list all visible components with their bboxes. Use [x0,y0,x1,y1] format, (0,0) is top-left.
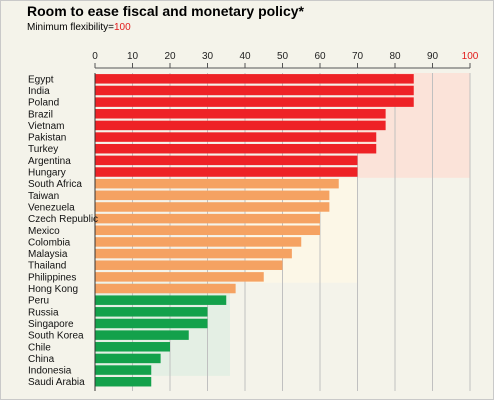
tick-label-20: 20 [164,51,176,62]
category-label-colombia: Colombia [28,237,71,248]
bar-hungary [95,167,358,177]
bar-singapore [95,318,208,329]
bar-peru [95,295,227,305]
category-label-mexico: Mexico [28,226,60,237]
bar-hong-kong [95,283,236,294]
bar-indonesia [95,365,152,375]
category-label-thailand: Thailand [28,261,66,272]
bar-mexico [95,225,320,236]
category-label-indonesia: Indonesia [28,366,72,377]
bar-chart: 0 10 20 30 40 50 60 70 80 90 100 EgyptIndiaPolandBr… [28,51,479,391]
category-label-poland: Poland [28,98,59,109]
bar-egypt [95,74,414,84]
bar-venezuela [95,202,330,212]
tick-label-10: 10 [127,51,139,62]
bar-taiwan [95,190,330,201]
bar-czech-republic [95,213,320,224]
category-label-brazil: Brazil [28,109,53,120]
bar-chile [95,342,170,352]
category-label-hong-kong: Hong Kong [28,284,78,295]
chart-frame: Room to ease fiscal and monetary policy*… [0,0,494,400]
bar-philippines [95,272,264,282]
category-label-russia: Russia [28,307,59,318]
bar-poland [95,97,414,107]
tick-label-70: 70 [352,51,364,62]
bar-brazil [95,109,386,119]
category-label-chile: Chile [28,342,51,353]
bar-south-africa [95,178,339,189]
bar-vietnam [95,120,386,131]
category-label-czech-republic: Czech Republic [28,214,98,225]
tick-label-40: 40 [239,51,251,62]
category-label-argentina: Argentina [28,156,71,167]
category-label-china: China [28,354,55,365]
bar-pakistan [95,132,377,142]
bar-thailand [95,260,283,270]
tick-label-60: 60 [314,51,326,62]
category-label-turkey: Turkey [28,144,58,155]
category-label-india: India [28,86,50,97]
bar-malaysia [95,248,292,259]
tick-label-30: 30 [202,51,214,62]
bar-colombia [95,237,302,247]
bar-russia [95,307,208,317]
bar-argentina [95,155,358,166]
subtitle-label: Minimum flexibility= [27,22,114,33]
bar-india [95,85,414,96]
category-label-saudi-arabia: Saudi Arabia [28,377,85,388]
category-label-hungary: Hungary [28,168,66,179]
tick-label-100: 100 [462,51,479,62]
tick-label-0: 0 [92,51,98,62]
category-label-egypt: Egypt [28,74,54,85]
bar-saudi-arabia [95,376,152,387]
category-label-malaysia: Malaysia [28,249,68,260]
category-label-south-korea: South Korea [28,331,84,342]
category-label-vietnam: Vietnam [28,121,65,132]
category-label-peru: Peru [28,296,49,307]
chart-title: Room to ease fiscal and monetary policy* [27,3,304,19]
bar-turkey [95,143,377,154]
category-label-pakistan: Pakistan [28,133,66,144]
category-label-south-africa: South Africa [28,179,82,190]
tick-label-90: 90 [427,51,439,62]
subtitle-value: 100 [113,22,131,33]
tick-label-50: 50 [277,51,289,62]
bar-china [95,353,161,364]
category-label-singapore: Singapore [28,319,74,330]
tick-label-80: 80 [389,51,401,62]
category-label-venezuela: Venezuela [28,202,75,213]
category-label-taiwan: Taiwan [28,191,59,202]
chart-subtitle: Minimum flexibility=100 [27,22,131,33]
bar-south-korea [95,330,189,340]
category-label-philippines: Philippines [28,272,76,283]
